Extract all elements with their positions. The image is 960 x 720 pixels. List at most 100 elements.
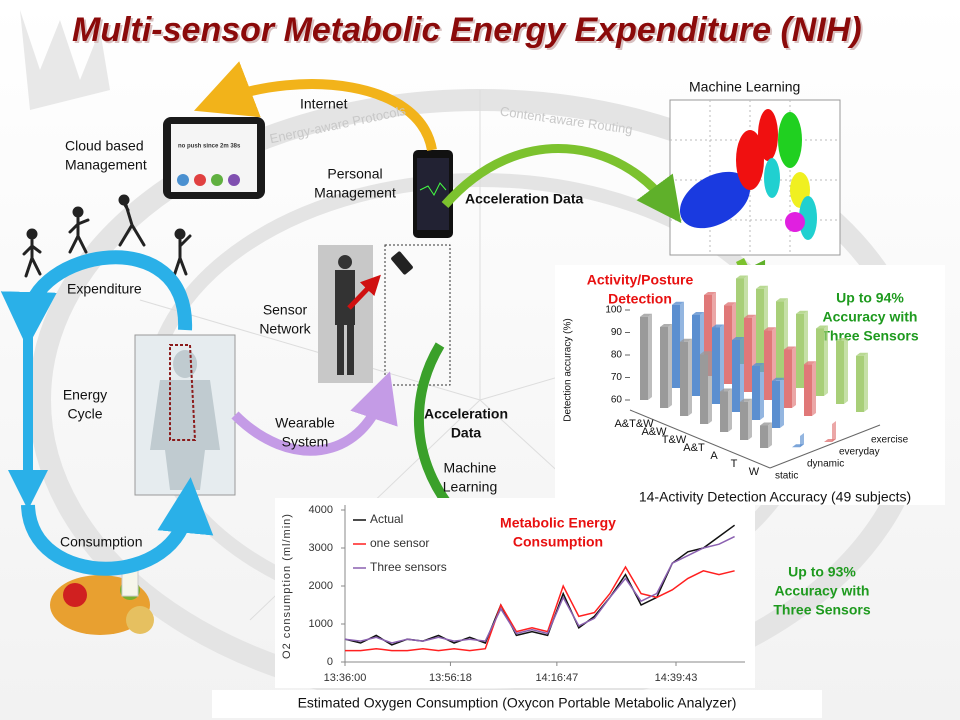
bar <box>640 316 648 400</box>
y-tick-label: 60 <box>611 395 623 406</box>
bar-side <box>708 351 712 424</box>
y-axis-label: O2 consumption (ml/min) <box>281 513 293 659</box>
chart-title: 14-Activity Detection Accuracy (49 subje… <box>639 489 911 505</box>
bar-top <box>836 338 848 341</box>
bar <box>720 391 728 432</box>
bar-side <box>728 388 732 432</box>
legend-label: one sensor <box>370 536 429 550</box>
line-chart-panel <box>275 498 755 688</box>
bar-top <box>736 275 748 279</box>
category-label: W <box>749 466 760 478</box>
cycle-arrow-bottom <box>21 477 214 576</box>
label: Internet <box>300 96 348 112</box>
bar <box>744 317 752 392</box>
x-tick-label: 14:39:43 <box>655 672 698 684</box>
ml-arrow <box>441 144 682 224</box>
bar-top <box>744 314 756 318</box>
bar-top <box>856 352 868 356</box>
bar-top <box>756 285 768 289</box>
bar-top <box>760 422 772 426</box>
label: Estimated Oxygen Consumption (Oxycon Por… <box>298 695 737 711</box>
bar <box>724 305 732 384</box>
category-label: T <box>731 458 738 470</box>
label: Activity/Posture <box>587 272 694 288</box>
label: Up to 93% <box>788 564 856 580</box>
bar <box>784 349 792 408</box>
bar <box>756 288 764 372</box>
bar-side <box>832 421 836 442</box>
y-tick-label: 80 <box>611 350 623 361</box>
label: Accuracy with <box>823 309 918 325</box>
label: Management <box>314 185 396 201</box>
wearable-arrow <box>231 371 398 456</box>
bar <box>736 278 744 364</box>
label: Network <box>259 321 311 337</box>
bar-side <box>824 325 828 396</box>
bar <box>760 425 768 448</box>
bar-top <box>804 361 816 365</box>
bar-side <box>668 324 672 408</box>
bar <box>732 340 740 412</box>
axis <box>629 409 771 469</box>
bar-top <box>816 325 828 329</box>
bar-top <box>792 444 804 448</box>
bar <box>740 401 748 440</box>
body-silhouette <box>150 350 220 490</box>
y-tick-label: 0 <box>327 656 333 668</box>
bar-side <box>748 398 752 440</box>
bar <box>836 341 844 404</box>
bar <box>692 315 700 396</box>
label: Acceleration <box>424 406 508 422</box>
bar <box>856 355 864 412</box>
bar <box>776 301 784 380</box>
bar <box>752 366 760 420</box>
y-tick-label: 90 <box>611 327 623 338</box>
tablet-pies <box>177 174 240 186</box>
y-tick-label: 4000 <box>309 504 333 516</box>
label: Accuracy with <box>775 583 870 599</box>
bar <box>804 364 812 416</box>
label: Machine <box>444 460 497 476</box>
y-tick-label: 100 <box>605 305 622 316</box>
x-tick-label: 13:36:00 <box>324 672 367 684</box>
bar-top <box>776 298 788 302</box>
bar-top <box>720 388 732 392</box>
person <box>335 255 355 375</box>
y-axis-label: Detection accuracy (%) <box>563 318 574 421</box>
ml-clusters <box>679 109 817 240</box>
caption-panel <box>212 690 822 718</box>
food <box>50 567 154 635</box>
bar-top <box>740 398 752 402</box>
bar-top <box>692 312 704 315</box>
bar-side <box>740 337 744 412</box>
category-label: A <box>710 450 718 462</box>
label: Three Sensors <box>821 328 918 344</box>
bar-top <box>724 302 736 306</box>
bar <box>704 295 712 376</box>
internet-arrow <box>193 61 437 152</box>
bar-side <box>780 377 784 428</box>
category-label: A&T <box>683 442 705 454</box>
label: Wearable <box>275 415 335 431</box>
category-label: T&W <box>662 434 687 446</box>
label: Up to 94% <box>836 290 904 306</box>
bar-top <box>764 327 776 331</box>
bar <box>660 327 668 408</box>
bar-top <box>640 313 652 317</box>
background-tree <box>20 10 110 110</box>
bar-side <box>760 363 764 420</box>
y-tick-label: 70 <box>611 372 623 383</box>
label: Cycle <box>67 406 102 422</box>
red-arrow <box>347 274 381 310</box>
bar-top <box>704 292 716 295</box>
slide-title: Multi-sensor Metabolic Energy Expenditur… <box>72 11 862 49</box>
legend-label: everyday <box>839 447 880 458</box>
label: System <box>282 434 329 450</box>
series-line <box>344 535 735 644</box>
bar-side <box>720 324 724 404</box>
x-tick-label: 13:56:18 <box>429 672 472 684</box>
legend-label: Actual <box>370 512 403 526</box>
label: Sensor <box>263 302 308 318</box>
bar-top <box>660 324 672 327</box>
